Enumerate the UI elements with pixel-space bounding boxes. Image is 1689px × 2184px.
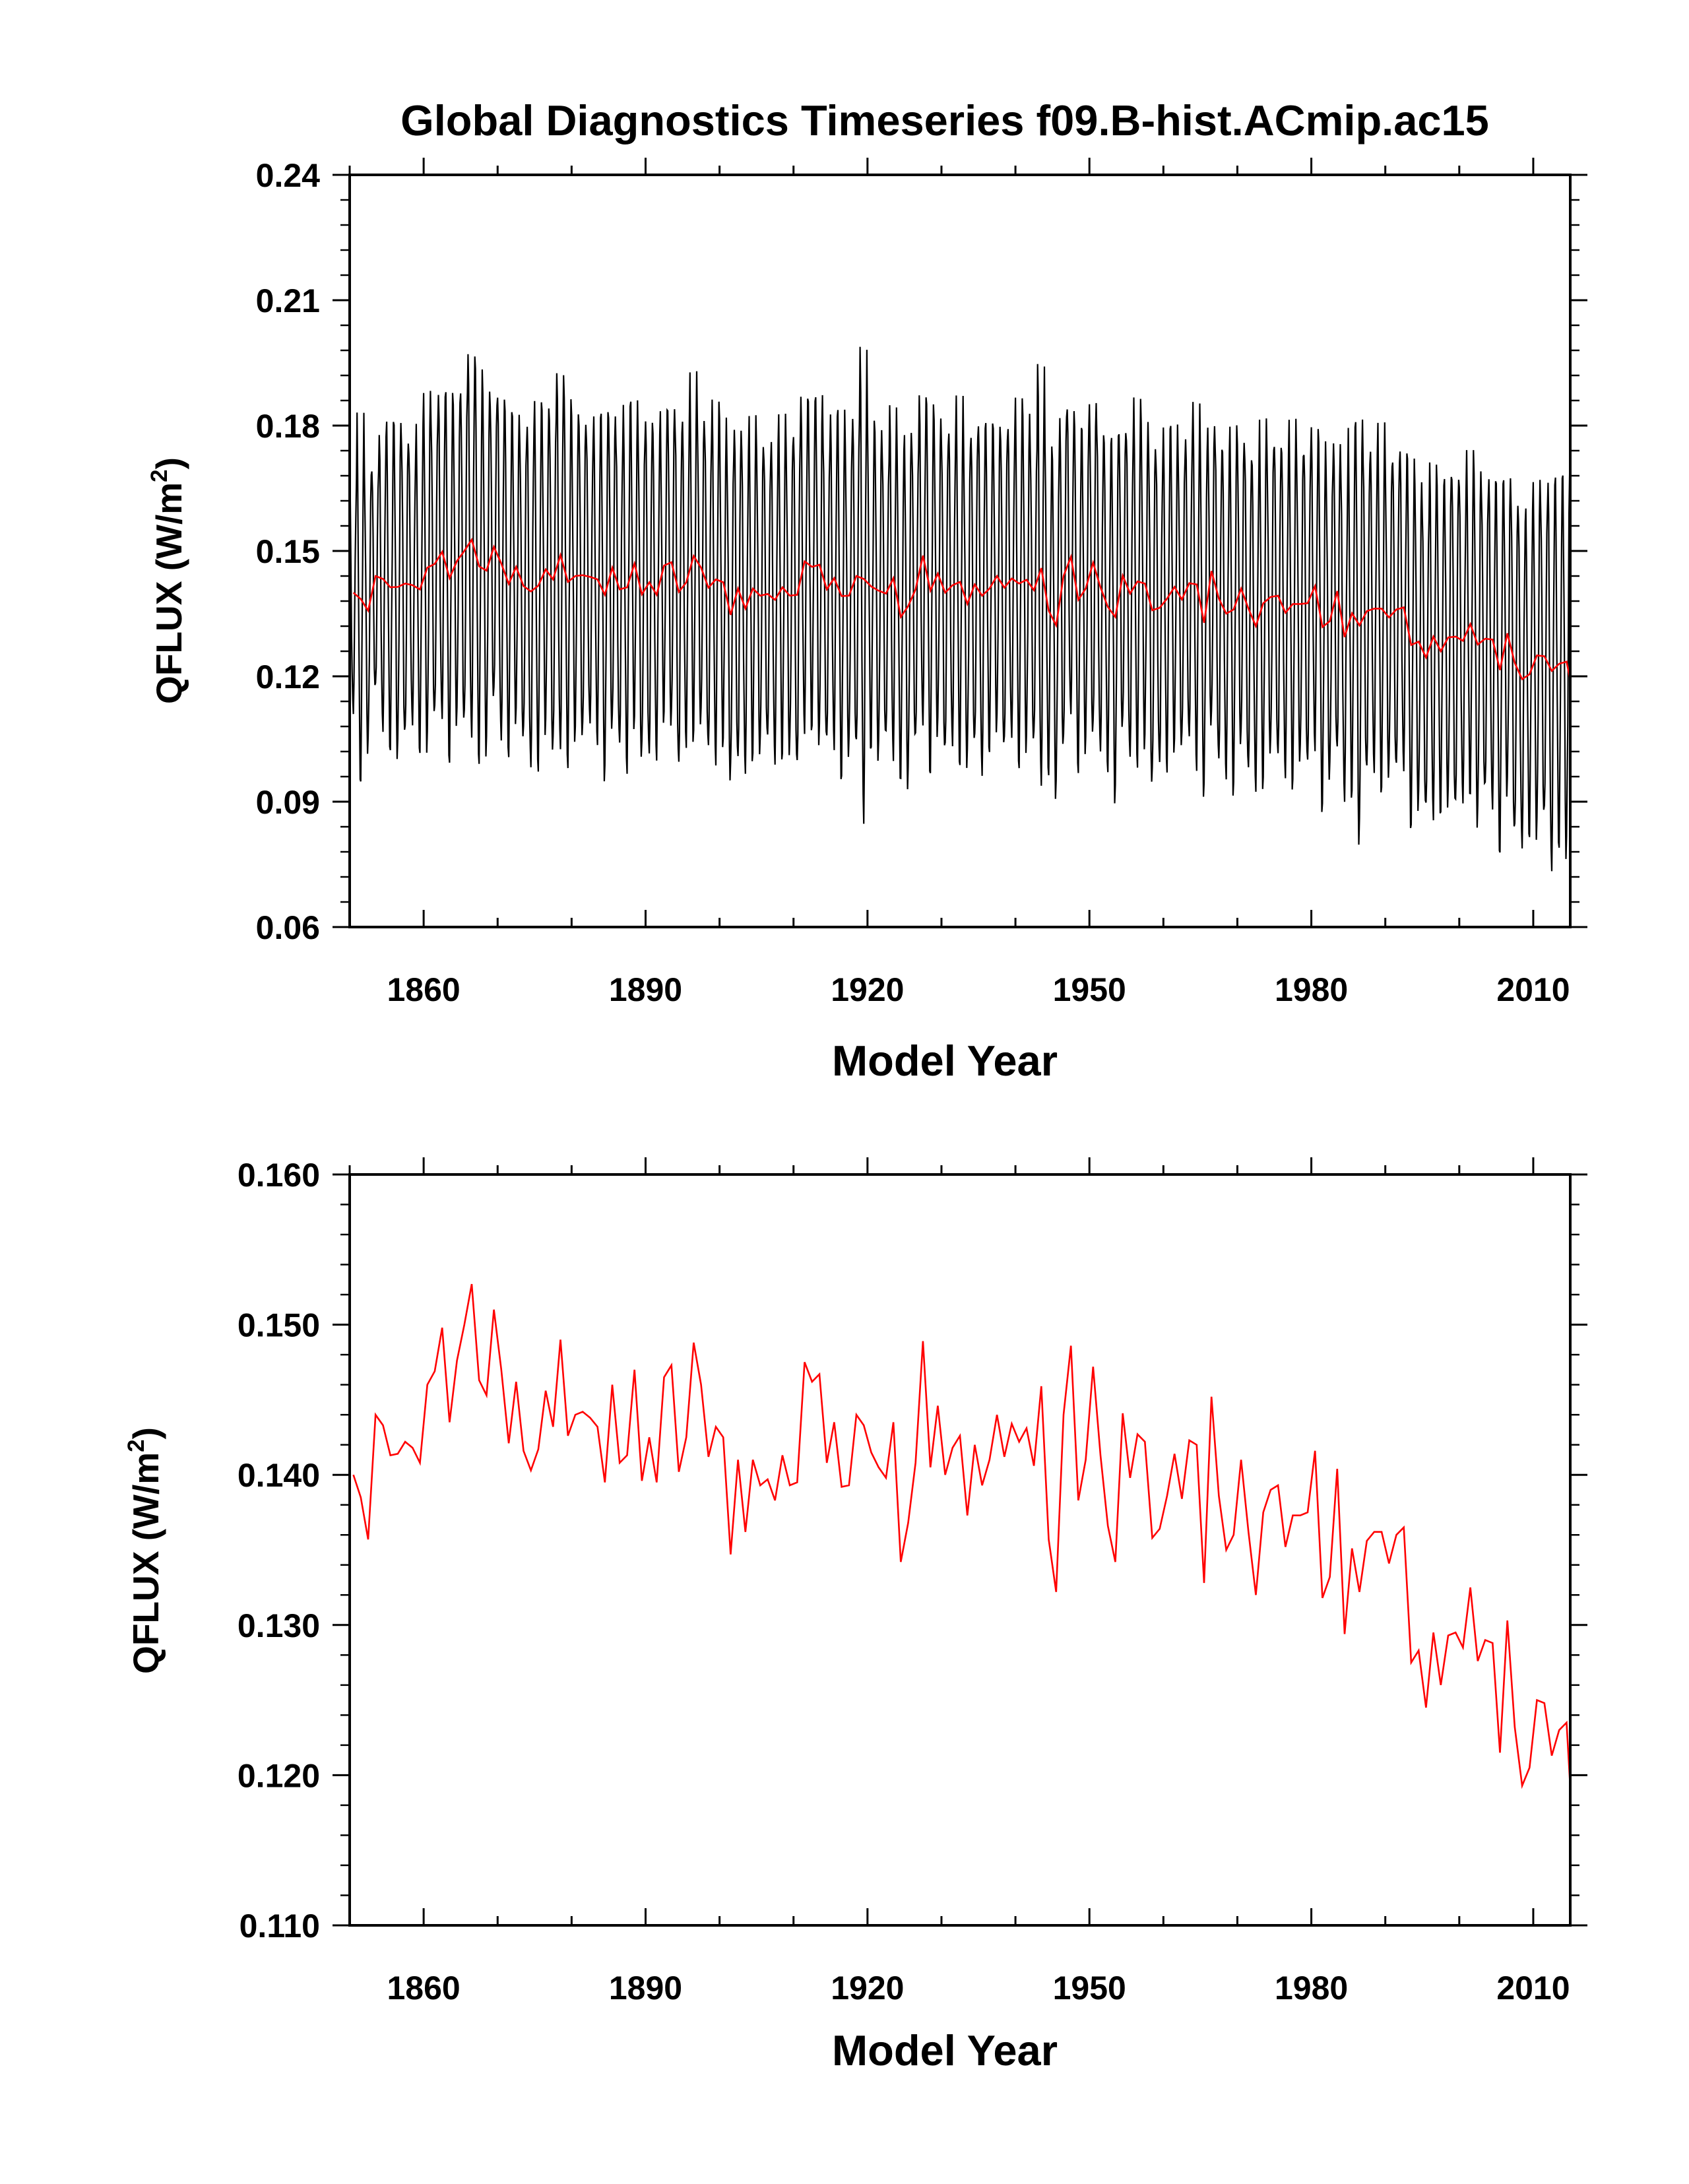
bottom-xtick-label: 2010 xyxy=(1496,1970,1570,2007)
bottom-ytick-label: 0.130 xyxy=(238,1607,320,1644)
top-panel: 1860 1890 1920 1950 1980 2010 0.06 0.09 0.12 0.15… xyxy=(146,157,1587,1085)
bottom-ylabel-superscript: 2 xyxy=(123,1439,149,1452)
top-ytick-label: 0.09 xyxy=(256,784,320,821)
bottom-ytick-label: 0.160 xyxy=(238,1157,320,1194)
top-x-axis-label: Model Year xyxy=(832,1037,1058,1085)
bottom-xtick-label: 1980 xyxy=(1275,1970,1348,2007)
top-ytick-label: 0.06 xyxy=(256,909,320,946)
bottom-ytick-label: 0.150 xyxy=(238,1307,320,1344)
bottom-ytick-label: 0.140 xyxy=(238,1457,320,1494)
bottom-xtick-label: 1950 xyxy=(1053,1970,1126,2007)
top-xtick-label: 1890 xyxy=(609,971,682,1008)
top-ylabel-superscript: 2 xyxy=(146,469,172,482)
top-ylabel-close: ) xyxy=(148,457,189,469)
top-series-annual-line xyxy=(352,537,1570,684)
top-xtick-label: 1980 xyxy=(1275,971,1348,1008)
bottom-xtick-label: 1890 xyxy=(609,1970,682,2007)
figure-title: Global Diagnostics Timeseries f09.B-hist… xyxy=(400,96,1489,145)
bottom-ytick-label: 0.120 xyxy=(238,1757,320,1794)
bottom-panel: 1860 1890 1920 1950 1980 2010 0.110 0.120 0.130 0… xyxy=(123,1157,1587,2074)
top-ytick-label: 0.24 xyxy=(256,157,321,194)
top-ytick-label: 0.12 xyxy=(256,658,320,695)
bottom-xtick-label: 1920 xyxy=(831,1970,904,2007)
bottom-x-axis-label: Model Year xyxy=(832,2026,1058,2074)
top-ylabel-main: QFLUX (W/m xyxy=(148,482,189,704)
bottom-ylabel-main: QFLUX (W/m xyxy=(125,1452,166,1674)
top-ytick-label: 0.15 xyxy=(256,533,320,570)
top-plot-area: 1860 1890 1920 1950 1980 2010 0.06 0.09 0.12 0.15… xyxy=(256,157,1587,1008)
top-ytick-label: 0.18 xyxy=(256,408,320,445)
svg-text:QFLUX (W/m2): QFLUX (W/m2) xyxy=(146,457,189,704)
bottom-ytick-label: 0.110 xyxy=(239,1908,320,1944)
top-series-monthly-line xyxy=(350,346,1570,872)
top-xtick-label: 1920 xyxy=(831,971,904,1008)
bottom-frame xyxy=(348,1173,1572,1927)
bottom-ylabel-close: ) xyxy=(125,1427,166,1439)
top-xtick-label: 2010 xyxy=(1496,971,1570,1008)
bottom-xtick-label: 1860 xyxy=(387,1970,461,2007)
bottom-plot-area: 1860 1890 1920 1950 1980 2010 0.110 0.120 0.130 0… xyxy=(238,1157,1587,2007)
top-series-group xyxy=(350,346,1570,872)
svg-text:QFLUX (W/m2): QFLUX (W/m2) xyxy=(123,1427,166,1674)
top-xtick-label: 1860 xyxy=(387,971,461,1008)
top-ytick-label: 0.21 xyxy=(256,282,320,319)
top-y-axis-label: QFLUX (W/m2) xyxy=(146,457,189,704)
top-xtick-label: 1950 xyxy=(1053,971,1126,1008)
bottom-y-axis-label: QFLUX (W/m2) xyxy=(123,1427,166,1674)
bottom-series-annual-line xyxy=(352,1283,1570,1803)
bottom-series-group xyxy=(352,1283,1570,1803)
